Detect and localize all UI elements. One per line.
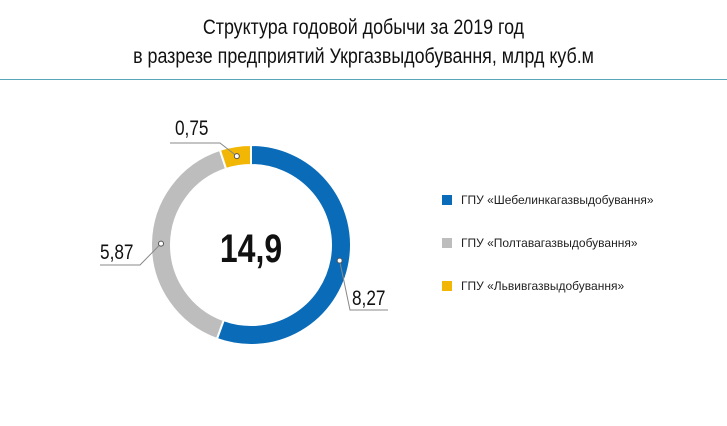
legend-swatch: [442, 238, 452, 248]
callout-dot: [233, 153, 240, 160]
legend-item-lviv: ГПУ «Львивгазвыдобування»: [442, 279, 624, 293]
legend-label: ГПУ «Шебелинкагазвыдобування»: [461, 193, 654, 207]
legend-swatch: [442, 195, 452, 205]
callout-dot: [158, 240, 165, 247]
chart-title-line-2: в разрезе предприятий Укргазвыдобування,…: [133, 45, 594, 68]
callout-dot: [336, 257, 343, 264]
total-label: 14,9: [220, 226, 282, 271]
legend-item-shebelinka: ГПУ «Шебелинкагазвыдобування»: [442, 193, 654, 207]
legend-label: ГПУ «Львивгазвыдобування»: [461, 279, 625, 293]
callout-line: [170, 142, 238, 157]
legend-swatch: [442, 281, 452, 291]
legend-label: ГПУ «Полтавагазвыдобування»: [461, 236, 638, 250]
title-divider: [0, 79, 727, 80]
data-label: 0,75: [175, 118, 209, 141]
chart-title-line-1: Структура годовой добычи за 2019 год: [202, 16, 525, 39]
callout-line: [339, 260, 388, 311]
data-label: 8,27: [352, 288, 386, 311]
legend-item-poltava: ГПУ «Полтавагазвыдобування»: [442, 236, 638, 250]
callout-line: [100, 243, 162, 266]
data-label: 5,87: [100, 242, 134, 265]
